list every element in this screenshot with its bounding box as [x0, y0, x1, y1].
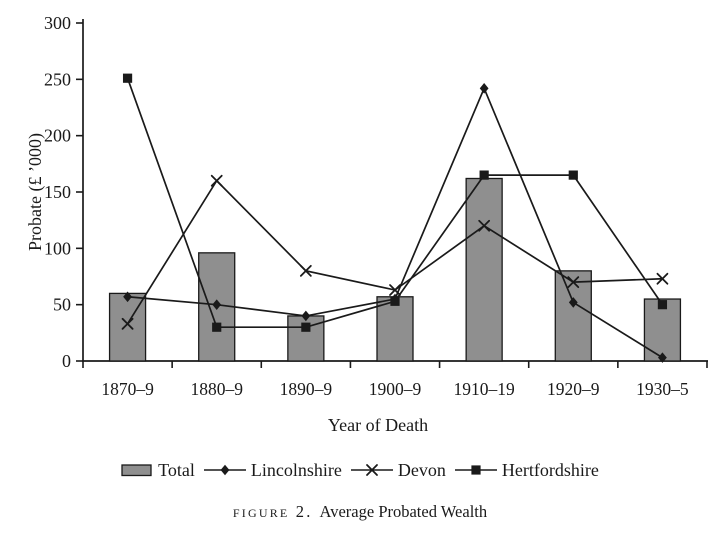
bar-total [554, 270, 592, 362]
marker-lincolnshire [123, 291, 132, 303]
marker-lincolnshire [568, 297, 578, 308]
x-category-label: 1920–9 [547, 379, 600, 399]
marker-lincolnshire [212, 299, 222, 310]
marker-hertfordshire [122, 73, 133, 83]
figure-caption-label: figure 2. [232, 502, 313, 521]
chart-legend: Total Lincolnshire Devon Hertfordshire [0, 459, 720, 481]
x-axis-title: Year of Death [328, 415, 428, 435]
x-category-label: 1900–9 [369, 379, 422, 399]
marker-hertfordshire [212, 322, 222, 332]
y-tick-label: 0 [62, 351, 71, 371]
x-category-label: 1870–9 [101, 379, 154, 399]
legend-item-total: Total [121, 459, 195, 481]
legend-label: Lincolnshire [250, 460, 342, 480]
y-axis-title: Probate (£ ’000) [25, 133, 46, 251]
bar-total [376, 296, 414, 362]
legend-item-lincolnshire: Lincolnshire [203, 459, 342, 481]
marker-devon [121, 317, 134, 330]
x-category-label: 1890–9 [280, 379, 333, 399]
figure-caption-title: Average Probated Wealth [319, 502, 488, 521]
legend-item-devon: Devon [350, 459, 446, 481]
marker-devon [478, 219, 491, 232]
marker-hertfordshire [568, 170, 578, 180]
legend-lincolnshire-swatch-icon [203, 464, 246, 476]
y-tick-label: 250 [44, 69, 71, 89]
marker-devon [389, 284, 401, 296]
marker-devon [567, 276, 580, 289]
legend-bar-swatch [121, 464, 152, 477]
marker-lincolnshire [479, 83, 489, 94]
legend-label: Total [158, 460, 195, 480]
legend-square-marker-icon [471, 465, 481, 475]
marker-devon [656, 272, 669, 285]
legend-diamond-marker-icon [220, 464, 230, 476]
marker-devon [210, 174, 223, 187]
y-tick-label: 150 [44, 182, 71, 202]
y-tick-label: 300 [44, 13, 71, 33]
legend-item-hertfordshire: Hertfordshire [454, 459, 599, 481]
figure-caption: figure 2. Average Probated Wealth [0, 502, 720, 521]
y-tick-label: 100 [44, 238, 71, 258]
marker-hertfordshire [479, 170, 489, 180]
y-tick-label: 200 [44, 126, 71, 146]
marker-hertfordshire [390, 296, 400, 306]
x-category-label: 1910–19 [454, 379, 516, 399]
legend-label: Devon [397, 460, 446, 480]
marker-lincolnshire [301, 310, 311, 322]
legend-total-swatch-icon [121, 464, 152, 477]
legend-x-marker-icon [365, 464, 378, 476]
legend-hertfordshire-swatch-icon [454, 465, 497, 475]
legend-devon-swatch-icon [350, 464, 393, 476]
marker-devon [299, 264, 312, 277]
marker-lincolnshire [658, 352, 667, 363]
y-tick-label: 50 [53, 295, 71, 315]
legend-label: Hertfordshire [501, 460, 599, 480]
bar-total [465, 177, 503, 362]
probated-wealth-chart: 0 50 100 150 200 250 300 1870–9 1880–9 1890–9 1900… [25, 13, 708, 435]
x-category-label: 1880–9 [190, 379, 243, 399]
marker-hertfordshire [301, 322, 311, 332]
x-category-label: 1930–5 [636, 379, 689, 399]
marker-hertfordshire [657, 300, 668, 310]
